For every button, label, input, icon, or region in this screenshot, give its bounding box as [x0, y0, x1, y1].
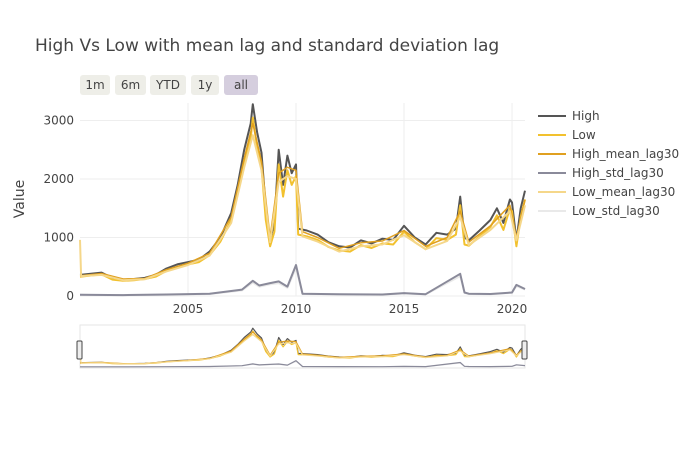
- legend-label: Low_mean_lag30: [572, 185, 675, 199]
- range-slider[interactable]: [76, 324, 528, 369]
- chart-title: High Vs Low with mean lag and standard d…: [35, 36, 499, 56]
- y-tick-labels: 0 1000 2000 3000: [43, 114, 74, 303]
- range-button-6m[interactable]: 6m: [115, 75, 146, 95]
- slider-series-line-high-std-lag30: [80, 360, 526, 368]
- x-tick-label: 2015: [389, 302, 420, 316]
- range-button-label: 6m: [121, 78, 140, 92]
- legend-item-high-std-lag30[interactable]: High_std_lag30: [538, 166, 664, 180]
- plot-area: [79, 103, 526, 297]
- legend-label: Low_std_lag30: [572, 204, 660, 218]
- y-tick-label: 3000: [43, 114, 74, 128]
- range-button-all[interactable]: all: [224, 75, 258, 95]
- legend-item-low[interactable]: Low: [538, 128, 596, 142]
- legend-item-high-mean-lag30[interactable]: High_mean_lag30: [538, 147, 679, 161]
- x-tick-label: 2010: [281, 302, 312, 316]
- range-button-label: all: [234, 78, 248, 92]
- legend: High Low High_mean_lag30 High_std_lag30 Low_…: [538, 109, 679, 218]
- legend-item-high[interactable]: High: [538, 109, 600, 123]
- legend-label: High_std_lag30: [572, 166, 664, 180]
- series-line-high-std-lag30[interactable]: [79, 264, 526, 297]
- legend-item-low-mean-lag30[interactable]: Low_mean_lag30: [538, 185, 675, 199]
- range-button-ytd[interactable]: YTD: [150, 75, 186, 95]
- range-button-label: 1y: [198, 78, 213, 92]
- x-tick-labels: 2005 2010 2015 2020: [173, 302, 528, 316]
- y-tick-label: 0: [66, 289, 74, 303]
- range-button-1y[interactable]: 1y: [191, 75, 219, 95]
- range-button-background: [150, 75, 186, 95]
- y-axis-label: Value: [12, 180, 28, 218]
- range-slider-left-handle[interactable]: [76, 340, 83, 360]
- range-button-1m[interactable]: 1m: [80, 75, 110, 95]
- series-line-low-mean-lag30[interactable]: [79, 134, 526, 282]
- slider-series-line-low-mean-lag30: [79, 333, 526, 365]
- range-button-background: [191, 75, 219, 95]
- y-tick-label: 1000: [43, 231, 74, 245]
- range-button-background: [115, 75, 146, 95]
- legend-label: High: [572, 109, 600, 123]
- legend-item-low-std-lag30[interactable]: Low_std_lag30: [538, 204, 660, 218]
- range-button-label: YTD: [155, 78, 180, 92]
- range-selector: 1m 6m YTD 1y all: [80, 75, 258, 95]
- x-tick-label: 2020: [497, 302, 528, 316]
- legend-label: High_mean_lag30: [572, 147, 679, 161]
- range-button-background: [80, 75, 110, 95]
- range-slider-series: [79, 327, 526, 368]
- range-button-background: [224, 75, 258, 95]
- y-tick-label: 2000: [43, 172, 74, 186]
- range-slider-right-handle[interactable]: [521, 340, 528, 360]
- range-button-label: 1m: [85, 78, 104, 92]
- series-line-high-mean-lag30[interactable]: [79, 122, 526, 280]
- x-tick-label: 2005: [173, 302, 204, 316]
- series-layer: [79, 103, 526, 297]
- legend-label: Low: [572, 128, 596, 142]
- range-slider-background: [79, 324, 526, 369]
